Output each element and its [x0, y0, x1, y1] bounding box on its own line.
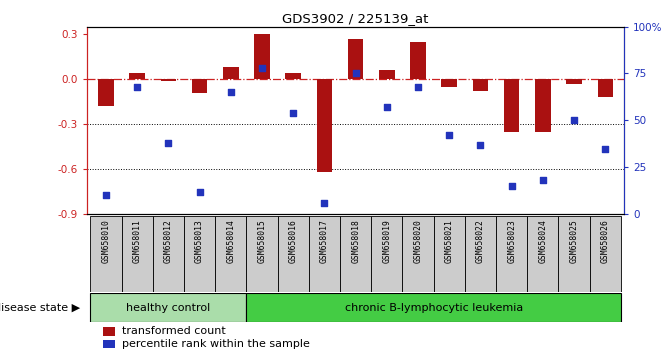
Bar	[340, 216, 371, 292]
Point	[101, 193, 111, 198]
Text: GSM658014: GSM658014	[226, 219, 236, 263]
Text: GSM658026: GSM658026	[601, 219, 610, 263]
Bar	[246, 293, 621, 322]
Text: GSM658017: GSM658017	[320, 219, 329, 263]
Text: transformed count: transformed count	[122, 326, 226, 336]
Bar	[379, 70, 395, 79]
Text: GSM658020: GSM658020	[413, 219, 423, 263]
Bar	[98, 79, 114, 106]
Text: GSM658023: GSM658023	[507, 219, 516, 263]
Text: GSM658010: GSM658010	[101, 219, 111, 263]
Bar	[496, 216, 527, 292]
Text: GSM658021: GSM658021	[445, 219, 454, 263]
Bar	[278, 216, 309, 292]
Bar	[465, 216, 496, 292]
Bar	[442, 79, 457, 87]
Bar	[410, 41, 426, 79]
Text: disease state ▶: disease state ▶	[0, 303, 81, 313]
Bar	[91, 216, 121, 292]
Bar	[223, 67, 239, 79]
Bar	[590, 216, 621, 292]
Point	[507, 183, 517, 189]
Bar	[504, 79, 519, 132]
Text: GSM658018: GSM658018	[351, 219, 360, 263]
Bar	[597, 79, 613, 97]
Bar	[184, 216, 215, 292]
Bar	[192, 79, 207, 93]
Bar	[535, 79, 551, 132]
Point	[600, 146, 611, 152]
Text: GSM658011: GSM658011	[133, 219, 142, 263]
Bar	[130, 73, 145, 79]
Bar	[433, 216, 465, 292]
Text: GSM658016: GSM658016	[289, 219, 298, 263]
Text: GSM658012: GSM658012	[164, 219, 173, 263]
Bar	[160, 79, 176, 81]
Bar	[403, 216, 433, 292]
Bar	[371, 216, 403, 292]
Bar	[566, 79, 582, 84]
Bar	[121, 216, 153, 292]
Point	[319, 200, 329, 206]
Text: GSM658015: GSM658015	[258, 219, 266, 263]
Point	[382, 104, 393, 110]
Bar	[215, 216, 246, 292]
Text: GSM658024: GSM658024	[538, 219, 548, 263]
Text: GSM658025: GSM658025	[570, 219, 578, 263]
Point	[288, 110, 299, 116]
Text: healthy control: healthy control	[126, 303, 211, 313]
Point	[225, 89, 236, 95]
Point	[444, 132, 455, 138]
Point	[475, 142, 486, 148]
Bar	[285, 73, 301, 79]
Point	[350, 70, 361, 76]
Point	[413, 84, 423, 90]
Point	[256, 65, 267, 71]
Text: percentile rank within the sample: percentile rank within the sample	[122, 339, 310, 349]
Bar	[246, 216, 278, 292]
Title: GDS3902 / 225139_at: GDS3902 / 225139_at	[282, 12, 429, 25]
Point	[537, 178, 548, 183]
Bar	[558, 216, 590, 292]
Bar	[527, 216, 558, 292]
Text: chronic B-lymphocytic leukemia: chronic B-lymphocytic leukemia	[344, 303, 523, 313]
Point	[569, 118, 580, 123]
Bar	[254, 34, 270, 79]
Text: GSM658019: GSM658019	[382, 219, 391, 263]
Bar	[103, 340, 115, 348]
Bar	[317, 79, 332, 172]
Bar	[103, 327, 115, 336]
Point	[194, 189, 205, 194]
Point	[132, 84, 142, 90]
Bar	[472, 79, 488, 91]
Text: GSM658013: GSM658013	[195, 219, 204, 263]
Bar	[153, 216, 184, 292]
Bar	[309, 216, 340, 292]
Text: GSM658022: GSM658022	[476, 219, 485, 263]
Bar	[91, 293, 246, 322]
Bar	[348, 39, 364, 79]
Point	[163, 140, 174, 146]
